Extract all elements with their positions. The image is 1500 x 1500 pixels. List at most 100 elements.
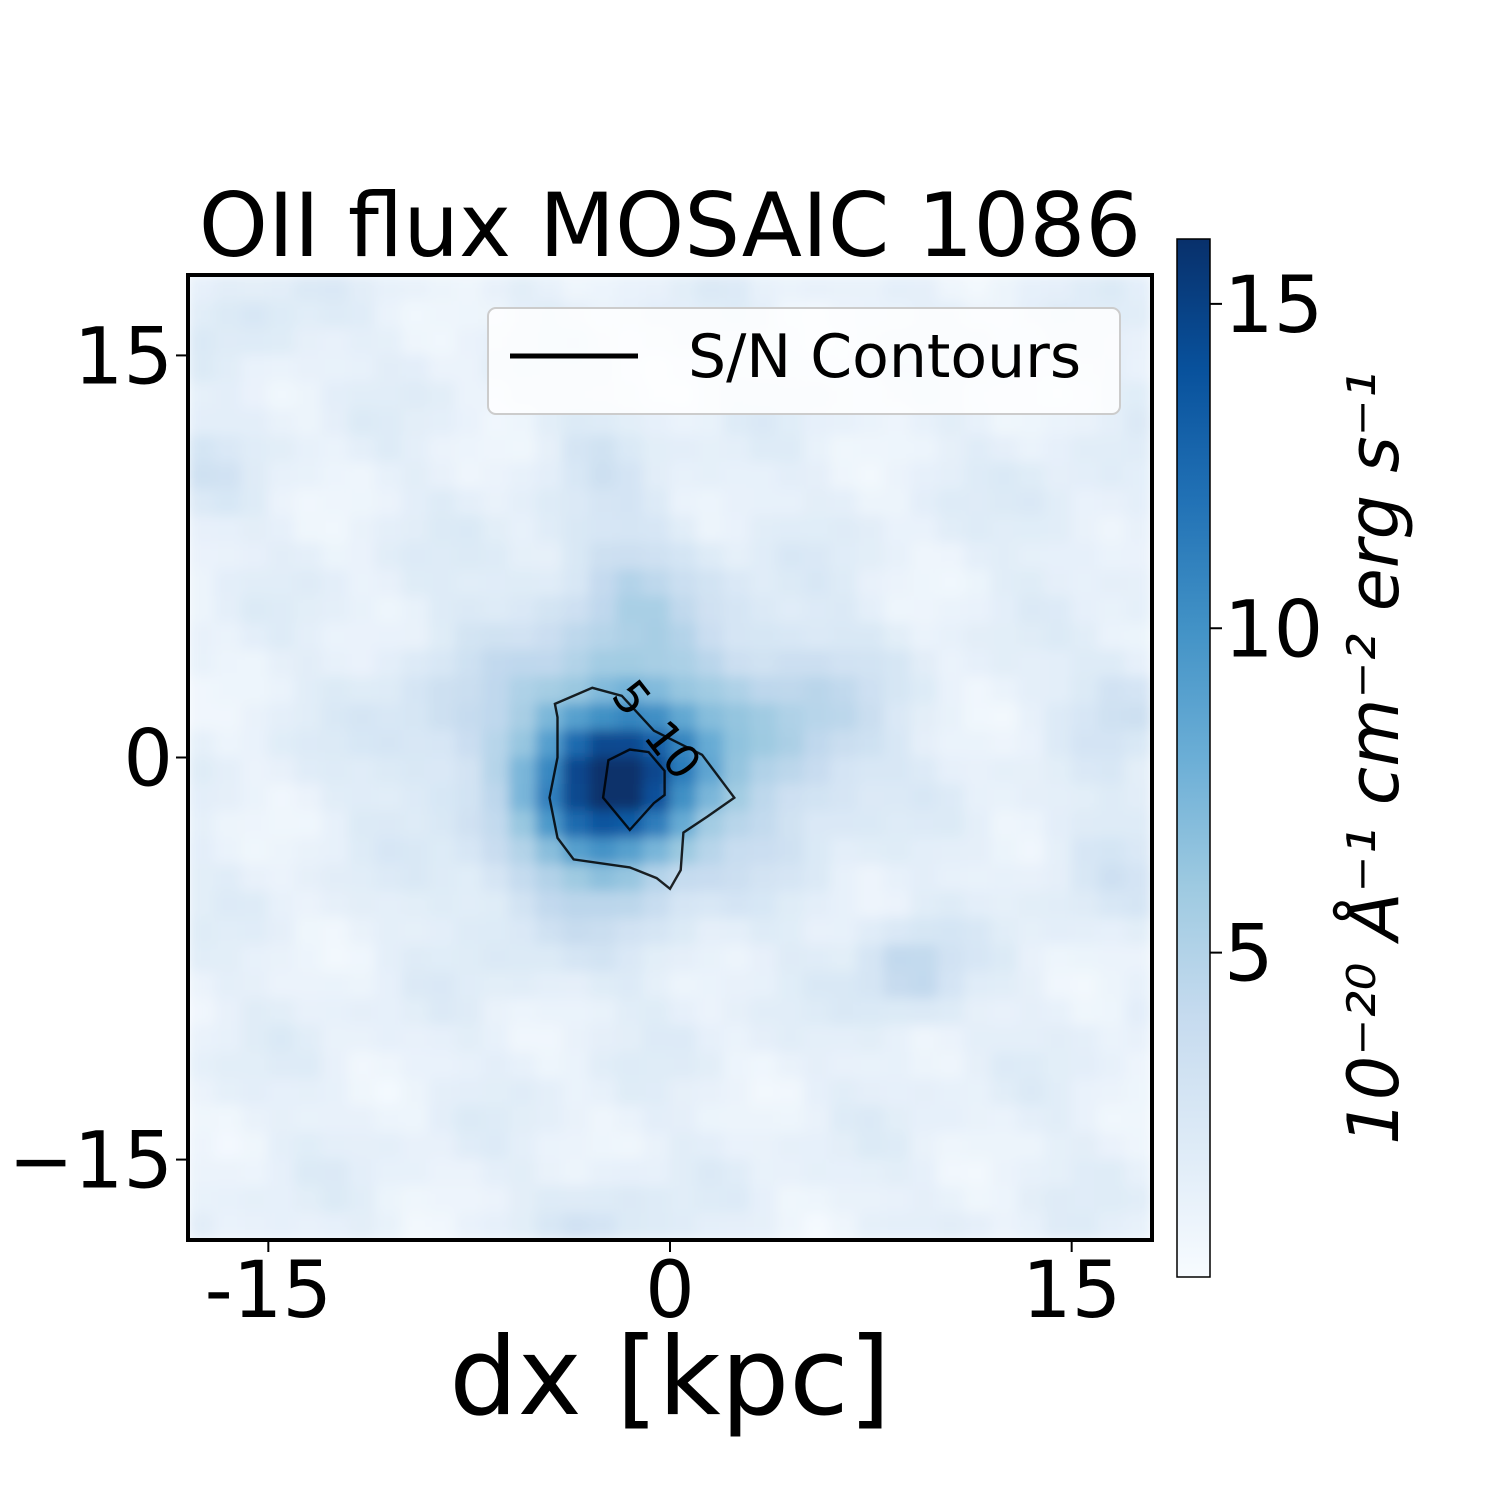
heatmap-cell xyxy=(749,649,778,678)
heatmap-cell xyxy=(508,275,537,303)
heatmap-cell xyxy=(883,783,912,812)
heatmap-cell xyxy=(937,703,966,732)
heatmap-cell xyxy=(241,622,269,651)
heatmap-cell xyxy=(1071,971,1099,1000)
heatmap-cell xyxy=(803,542,832,571)
colorbar-tick-label: 5 xyxy=(1224,910,1274,1000)
heatmap-cell xyxy=(776,783,805,812)
heatmap-cell xyxy=(937,275,966,303)
heatmap-cell xyxy=(188,569,216,598)
heatmap-cell xyxy=(1044,703,1073,732)
heatmap-cell xyxy=(856,569,885,598)
heatmap-cell xyxy=(455,542,484,571)
heatmap-cell xyxy=(321,1159,350,1187)
heatmap-cell xyxy=(964,998,992,1027)
heatmap-cell xyxy=(856,515,885,544)
heatmap-cell xyxy=(188,1159,216,1187)
heatmap-cell xyxy=(535,542,564,571)
heatmap-cell xyxy=(1017,1051,1046,1080)
heatmap-cell xyxy=(241,864,269,893)
heatmap-cell xyxy=(535,944,564,973)
heatmap-cell xyxy=(937,515,966,544)
heatmap-cell xyxy=(1044,730,1073,758)
heatmap-cell xyxy=(830,1051,858,1080)
heatmap-cell xyxy=(294,1159,323,1187)
heatmap-cell xyxy=(749,783,778,812)
heatmap-cell xyxy=(1017,542,1046,571)
heatmap-cell xyxy=(321,998,350,1027)
heatmap-cell xyxy=(803,515,832,544)
heatmap-cell xyxy=(428,971,457,1000)
heatmap-cell xyxy=(723,810,751,839)
heatmap-cell xyxy=(856,1105,885,1134)
heatmap-cell xyxy=(241,730,269,758)
heatmap-cell xyxy=(241,998,269,1027)
heatmap-cell xyxy=(348,944,376,973)
heatmap-cell xyxy=(401,971,430,1000)
heatmap-cell xyxy=(428,596,457,624)
heatmap-cell xyxy=(1124,810,1152,839)
heatmap-cell xyxy=(910,462,939,490)
heatmap-cell xyxy=(1097,569,1126,598)
heatmap-cell xyxy=(188,542,216,571)
contour-level-5 xyxy=(548,686,737,891)
heatmap-cell xyxy=(910,1159,939,1187)
heatmap-cell xyxy=(749,837,778,866)
heatmap-cell xyxy=(964,730,992,758)
heatmap-cell xyxy=(374,1212,403,1240)
heatmap-cell xyxy=(482,435,510,464)
heatmap-cell xyxy=(214,301,243,330)
heatmap-cell xyxy=(1097,488,1126,517)
heatmap-cell xyxy=(428,1025,457,1053)
heatmap-cell xyxy=(1044,275,1073,303)
heatmap-cell xyxy=(990,1132,1019,1161)
heatmap-cell xyxy=(374,1105,403,1134)
heatmap-cell xyxy=(321,622,350,651)
heatmap-cell xyxy=(964,1159,992,1187)
heatmap-cell xyxy=(1017,864,1046,893)
heatmap-cell xyxy=(294,649,323,678)
heatmap-cell xyxy=(482,462,510,490)
heatmap-cell xyxy=(776,1025,805,1053)
heatmap-cell xyxy=(1124,864,1152,893)
heatmap-cell xyxy=(589,596,617,624)
heatmap-cell xyxy=(321,381,350,410)
heatmap-cell xyxy=(508,1132,537,1161)
heatmap-cell xyxy=(401,1051,430,1080)
heatmap-cell xyxy=(883,488,912,517)
heatmap-cell xyxy=(535,462,564,490)
heatmap-cell xyxy=(723,596,751,624)
heatmap-cell xyxy=(294,462,323,490)
x-axis-label: dx [kpc] xyxy=(449,1315,891,1440)
heatmap-cell xyxy=(642,275,671,303)
heatmap-cell xyxy=(374,891,403,919)
heatmap-cell xyxy=(267,462,296,490)
heatmap-cell xyxy=(910,435,939,464)
heatmap-cell xyxy=(401,435,430,464)
heatmap-cell xyxy=(964,1051,992,1080)
heatmap-cell xyxy=(374,703,403,732)
heatmap-cell xyxy=(937,1051,966,1080)
heatmap-cell xyxy=(910,703,939,732)
heatmap-cell xyxy=(508,515,537,544)
heatmap-cell xyxy=(883,1051,912,1080)
heatmap-cell xyxy=(562,703,591,732)
heatmap-cell xyxy=(214,730,243,758)
heatmap-cell xyxy=(214,676,243,705)
heatmap-cell xyxy=(1097,1051,1126,1080)
heatmap-cell xyxy=(1071,622,1099,651)
heatmap-cell xyxy=(723,837,751,866)
heatmap-cell xyxy=(294,1132,323,1161)
heatmap-cell xyxy=(776,488,805,517)
heatmap-cell xyxy=(508,757,537,785)
heatmap-cell xyxy=(803,622,832,651)
heatmap-cell xyxy=(1017,569,1046,598)
heatmap-cell xyxy=(990,1212,1019,1240)
heatmap-cell xyxy=(964,676,992,705)
heatmap-cell xyxy=(562,864,591,893)
heatmap-cell xyxy=(241,703,269,732)
heatmap-cell xyxy=(1097,1159,1126,1187)
heatmap-cell xyxy=(241,1025,269,1053)
heatmap-cell xyxy=(428,569,457,598)
heatmap-cell xyxy=(455,408,484,437)
